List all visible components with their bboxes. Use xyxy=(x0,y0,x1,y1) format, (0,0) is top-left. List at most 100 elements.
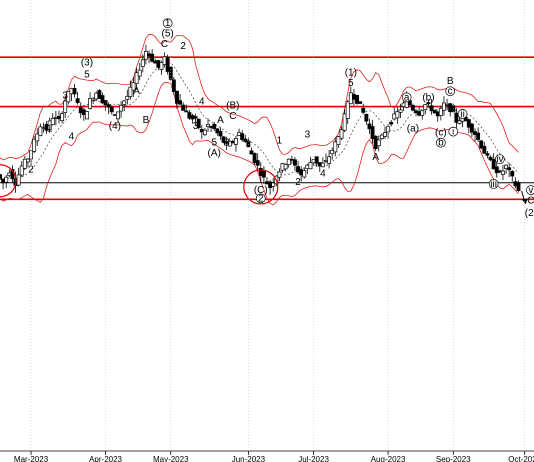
wave-label: C xyxy=(229,111,236,122)
candle-down xyxy=(497,170,502,173)
candle-up xyxy=(116,111,120,120)
candlesticks xyxy=(0,44,521,195)
x-tick-label: Jul-2023 xyxy=(298,455,329,462)
candle-up xyxy=(438,108,443,116)
candle-up xyxy=(305,164,310,170)
wave-label: 3 xyxy=(305,129,311,140)
candle-down xyxy=(81,109,86,115)
candle-down xyxy=(432,109,437,114)
wave-c-highlight-circle xyxy=(243,169,279,205)
candle-down xyxy=(156,60,161,68)
candle-up xyxy=(283,164,288,170)
wave-label-ring xyxy=(436,137,446,148)
wave-label-ring xyxy=(255,193,266,204)
candle-up xyxy=(140,59,145,67)
candle-down xyxy=(100,95,105,104)
wave-label: (2) xyxy=(525,208,534,219)
candle-up xyxy=(383,132,387,137)
candle-up xyxy=(442,102,446,111)
candle-down xyxy=(209,126,214,128)
wave-label: 2 xyxy=(28,165,34,176)
candle-up xyxy=(379,134,384,140)
candle-down xyxy=(510,171,515,177)
candle-down xyxy=(364,113,369,122)
wave-label: v xyxy=(528,185,533,196)
candle-up xyxy=(277,171,282,178)
wave-label: c xyxy=(448,86,453,97)
band-lower xyxy=(0,82,519,206)
candle-up xyxy=(445,103,450,106)
candle-down xyxy=(240,133,245,140)
candle-up xyxy=(162,56,167,65)
candle-down xyxy=(429,105,434,112)
candle-up xyxy=(134,72,139,84)
candle-down xyxy=(215,128,220,134)
candle-down xyxy=(361,107,366,113)
candle-up xyxy=(122,100,127,105)
candle-down xyxy=(1,178,6,184)
x-tick-label: Apr-2023 xyxy=(89,455,122,462)
candle-down xyxy=(292,159,297,166)
wave-label: b xyxy=(438,138,444,149)
candle-down xyxy=(516,182,521,191)
wave-label: 3 xyxy=(62,90,68,101)
wave-label-ring xyxy=(448,126,459,137)
wave-label-ring xyxy=(457,109,468,119)
wave-label: (a) xyxy=(407,123,419,134)
candle-down xyxy=(454,112,459,123)
candle-down xyxy=(171,79,176,92)
wave-label-ring xyxy=(494,154,505,165)
candle-down xyxy=(265,181,269,185)
candle-up xyxy=(32,138,37,152)
wave-label: iv xyxy=(496,154,503,165)
candle-down xyxy=(199,129,204,133)
wave-label: A xyxy=(217,115,224,126)
candle-down xyxy=(435,111,440,117)
candle-up xyxy=(423,104,428,111)
candle-down xyxy=(249,150,254,155)
candle-up xyxy=(22,158,27,169)
wave-label: 5 xyxy=(84,70,90,81)
candle-down xyxy=(485,153,490,156)
candle-down xyxy=(373,135,378,150)
candle-down xyxy=(212,123,217,129)
wave-label: a xyxy=(404,92,410,103)
wave-label: (c) xyxy=(435,127,447,138)
candle-up xyxy=(330,150,335,155)
candle-down xyxy=(230,140,235,143)
candle-down xyxy=(190,115,195,120)
x-tick-label: May-2023 xyxy=(153,455,189,462)
candle-up xyxy=(395,111,400,119)
candle-up xyxy=(237,132,242,136)
candle-up xyxy=(327,156,332,164)
wave-label-ring xyxy=(401,92,412,103)
candle-down xyxy=(414,110,418,114)
candle-up xyxy=(280,163,285,171)
band-upper xyxy=(0,34,519,161)
candle-up xyxy=(202,129,207,136)
candle-up xyxy=(25,158,30,163)
candle-up xyxy=(63,100,68,113)
candle-down xyxy=(72,87,77,95)
x-tick-label: Aug-2023 xyxy=(371,455,406,462)
candle-up xyxy=(84,111,89,120)
wave-label: (C) xyxy=(254,185,268,196)
candle-down xyxy=(221,136,226,143)
x-tick-label: Jun-2023 xyxy=(232,455,266,462)
candle-down xyxy=(367,123,372,130)
wave-label: 2 xyxy=(258,193,264,204)
wave-label: (3) xyxy=(81,57,93,68)
candle-up xyxy=(53,116,58,119)
wave-label: 5 xyxy=(211,138,217,149)
candle-down xyxy=(0,174,2,179)
candle-up xyxy=(308,162,313,170)
candle-up xyxy=(47,120,52,130)
candle-up xyxy=(16,174,21,186)
wave-label: B xyxy=(143,115,150,126)
candle-down xyxy=(147,53,151,57)
wave-label: (5) xyxy=(162,29,174,40)
x-tick-label: Sep-2023 xyxy=(436,455,471,462)
